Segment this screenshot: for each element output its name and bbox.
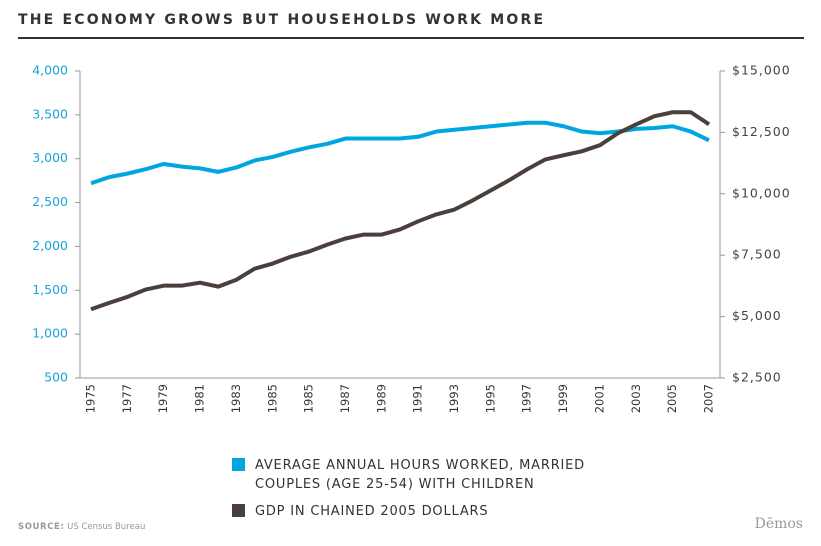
x-tick-label: 2001 — [592, 384, 606, 413]
x-tick-label: 1993 — [447, 384, 461, 413]
x-tick-label: 1997 — [520, 384, 534, 413]
y2-tick-label: $7,500 — [732, 247, 782, 262]
x-tick-label: 1987 — [338, 384, 352, 413]
y-tick-label: 1,500 — [32, 282, 68, 297]
legend-item: GDP IN CHAINED 2005 DOLLARS — [232, 502, 612, 521]
source: SOURCE: US Census Bureau — [18, 522, 145, 532]
legend-item: AVERAGE ANNUAL HOURS WORKED, MARRIED COU… — [232, 456, 612, 494]
y-tick-label: 3,000 — [32, 150, 68, 165]
x-tick-label: 1989 — [374, 384, 388, 413]
y-tick-label: 2,000 — [32, 238, 68, 253]
y-tick-label: 3,500 — [32, 106, 68, 121]
y2-tick-label: $10,000 — [732, 185, 791, 200]
legend-swatch — [232, 458, 245, 471]
x-tick-label: 1975 — [84, 384, 98, 413]
y2-tick-label: $2,500 — [732, 370, 782, 385]
data-line — [90, 110, 711, 312]
x-tick-label: 1985 — [265, 384, 279, 413]
chart-title: THE ECONOMY GROWS BUT HOUSEHOLDS WORK MO… — [18, 12, 546, 28]
y2-tick-label: $5,000 — [732, 308, 782, 323]
legend-label: AVERAGE ANNUAL HOURS WORKED, MARRIED COU… — [255, 458, 585, 492]
y2-tick-label: $12,500 — [732, 124, 791, 139]
source-text: US Census Bureau — [67, 522, 146, 532]
legend-label: GDP IN CHAINED 2005 DOLLARS — [255, 504, 489, 519]
x-tick-label: 1985 — [302, 384, 316, 413]
title-rule — [18, 37, 804, 39]
x-tick-label: 2007 — [702, 384, 716, 413]
logo: Dēmos — [754, 516, 803, 532]
x-tick-label: 2003 — [629, 384, 643, 413]
legend: AVERAGE ANNUAL HOURS WORKED, MARRIED COU… — [232, 456, 612, 529]
x-tick-label: 1981 — [193, 384, 207, 413]
x-tick-label: 1999 — [556, 384, 570, 413]
x-tick-label: 2005 — [665, 384, 679, 413]
y-tick-label: 500 — [44, 370, 68, 385]
legend-swatch — [232, 504, 245, 517]
x-tick-label: 1983 — [229, 384, 243, 413]
y-tick-label: 4,000 — [32, 63, 68, 78]
y-tick-label: 2,500 — [32, 194, 68, 209]
data-line — [90, 120, 710, 186]
x-tick-label: 1977 — [120, 384, 134, 413]
y-tick-label: 1,000 — [32, 326, 68, 341]
x-tick-label: 1979 — [156, 384, 170, 413]
x-tick-label: 1995 — [483, 384, 497, 413]
x-tick-label: 1991 — [411, 384, 425, 413]
y2-tick-label: $15,000 — [732, 63, 791, 78]
source-label: SOURCE: — [18, 522, 65, 532]
